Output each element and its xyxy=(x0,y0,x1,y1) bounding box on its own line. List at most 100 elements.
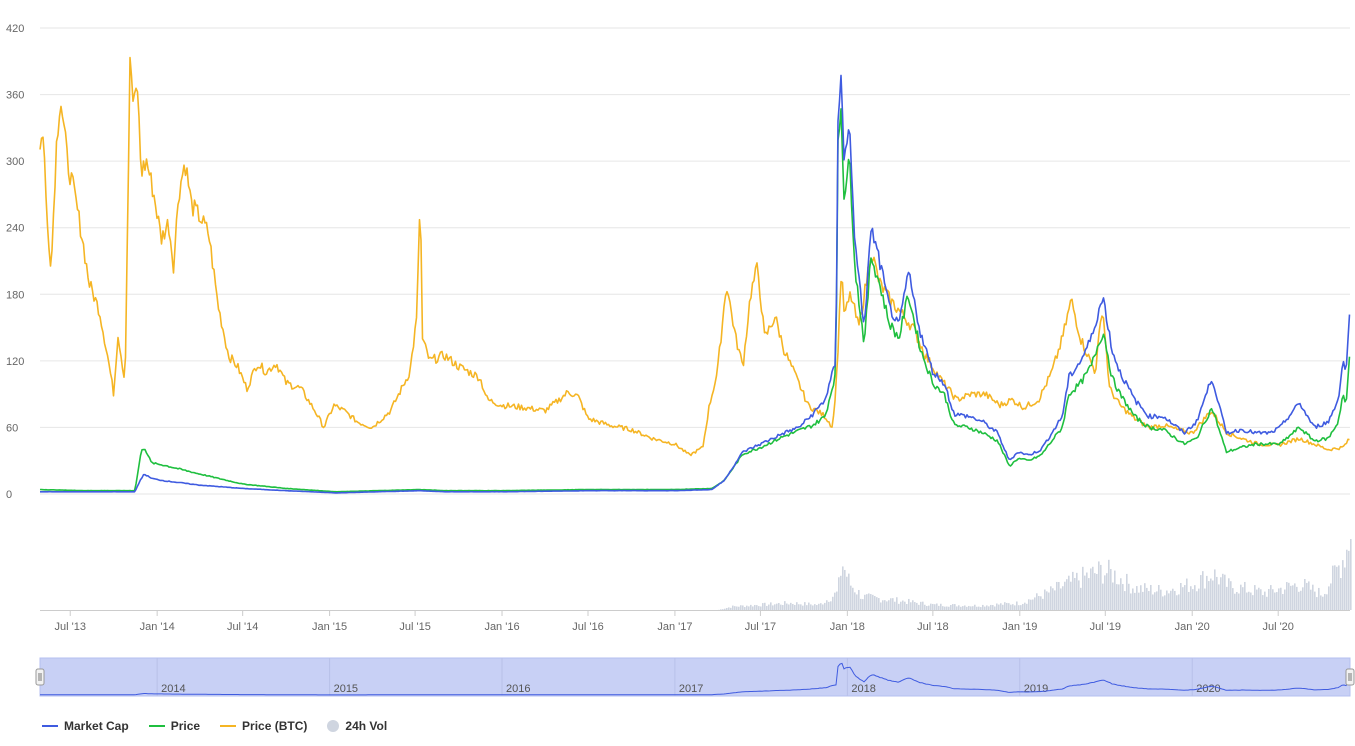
volume-bar xyxy=(962,606,964,610)
navigator-year-label: 2015 xyxy=(334,683,358,695)
volume-bar xyxy=(1224,574,1226,610)
volume-bar xyxy=(988,606,990,610)
volume-bar xyxy=(1090,568,1092,610)
x-axis: Jul '13 Jan '14 Jul '14 Jan '15 Jul '15 Jan '… xyxy=(55,610,1294,633)
volume-bar xyxy=(1084,575,1086,610)
volume-bar xyxy=(986,605,988,610)
volume-bar xyxy=(768,604,770,610)
x-tick-label: Jan '15 xyxy=(312,621,347,633)
volume-bar xyxy=(970,606,972,610)
price-btc-series-line[interactable] xyxy=(39,56,1350,457)
volume-bar xyxy=(960,606,962,610)
volume-bar xyxy=(814,604,816,610)
volume-bar xyxy=(1062,586,1064,610)
navigator-year-label: 2016 xyxy=(506,683,530,695)
volume-bar xyxy=(1072,571,1074,610)
volume-bar xyxy=(1326,594,1328,610)
market-cap-series-line[interactable] xyxy=(40,74,1351,494)
volume-bar xyxy=(1034,597,1036,610)
volume-bar xyxy=(720,609,722,610)
volume-bar xyxy=(1014,605,1016,610)
volume-bar xyxy=(884,600,886,610)
x-tick-label: Jul '15 xyxy=(399,621,430,633)
volume-bar xyxy=(840,575,842,610)
volume-bar xyxy=(1122,584,1124,610)
volume-bar xyxy=(932,603,934,610)
series-lines[interactable] xyxy=(39,56,1351,494)
volume-bar xyxy=(1350,539,1352,610)
volume-bar xyxy=(1178,594,1180,610)
volume-bar xyxy=(850,585,852,610)
volume-bar xyxy=(890,598,892,610)
volume-bar xyxy=(950,605,952,610)
x-tick-label: Jul '19 xyxy=(1090,621,1121,633)
volume-bar xyxy=(902,600,904,610)
volume-bar xyxy=(876,597,878,610)
y-tick-label: 360 xyxy=(6,90,24,102)
volume-bar xyxy=(868,593,870,610)
legend-item-price-btc[interactable]: Price (BTC) xyxy=(220,719,307,733)
volume-bar xyxy=(1132,588,1134,610)
volume-bar xyxy=(906,603,908,610)
volume-bar xyxy=(788,604,790,610)
volume-bar xyxy=(1198,588,1200,610)
volume-bar xyxy=(1196,591,1198,610)
volume-bar xyxy=(1008,603,1010,610)
volume-bar xyxy=(992,605,994,610)
volume-bar xyxy=(1302,587,1304,610)
volume-bar xyxy=(802,605,804,610)
volume-bar xyxy=(778,603,780,610)
volume-bar xyxy=(904,601,906,610)
volume-bar xyxy=(1076,572,1078,610)
volume-bar xyxy=(760,606,762,610)
volume-bar xyxy=(874,596,876,610)
volume-bar xyxy=(930,603,932,610)
volume-bar xyxy=(798,604,800,610)
volume-bar xyxy=(910,602,912,610)
volume-bar xyxy=(832,596,834,610)
volume-bar xyxy=(1186,578,1188,610)
range-navigator[interactable]: 2014 2015 2016 2017 2018 2019 2020 xyxy=(35,657,1355,697)
volume-bar xyxy=(870,594,872,610)
volume-bar xyxy=(1152,594,1154,610)
volume-bar xyxy=(846,576,848,610)
price-series-line[interactable] xyxy=(39,108,1351,493)
volume-bar xyxy=(1242,587,1244,610)
volume-bar xyxy=(1088,578,1090,610)
volume-bar xyxy=(1154,592,1156,610)
volume-bar xyxy=(920,601,922,610)
volume-bar xyxy=(1226,586,1228,610)
legend-item-price[interactable]: Price xyxy=(148,719,200,733)
volume-bar xyxy=(1214,569,1216,610)
legend-item-24h-vol[interactable]: 24h Vol xyxy=(327,719,387,733)
volume-bar xyxy=(1250,592,1252,610)
volume-bar xyxy=(1046,591,1048,610)
volume-bar xyxy=(794,604,796,610)
volume-bar xyxy=(866,594,868,610)
volume-bar xyxy=(726,607,728,610)
volume-bar xyxy=(1068,575,1070,610)
volume-bar xyxy=(744,607,746,610)
volume-bar xyxy=(1166,590,1168,610)
volume-bar xyxy=(1142,591,1144,610)
volume-bar xyxy=(998,604,1000,610)
volume-bar xyxy=(1216,576,1218,610)
volume-bar xyxy=(1244,581,1246,610)
navigator-right-handle[interactable] xyxy=(1345,668,1355,686)
navigator-left-handle[interactable] xyxy=(35,668,45,686)
volume-bar xyxy=(982,604,984,610)
y-tick-label: 420 xyxy=(6,23,24,35)
volume-bar xyxy=(1164,595,1166,610)
volume-bar xyxy=(1036,593,1038,610)
legend-item-market-cap[interactable]: Market Cap xyxy=(42,719,129,733)
volume-bar xyxy=(858,589,860,610)
volume-bar xyxy=(750,604,752,610)
volume-bar xyxy=(786,603,788,610)
legend: Market Cap Price Price (BTC) 24h Vol xyxy=(42,716,387,736)
volume-bar xyxy=(1028,599,1030,610)
volume-bar xyxy=(1292,585,1294,610)
volume-bar xyxy=(1104,575,1106,610)
volume-bar xyxy=(1268,588,1270,610)
volume-bar xyxy=(1200,575,1202,610)
volume-bar xyxy=(1314,591,1316,610)
